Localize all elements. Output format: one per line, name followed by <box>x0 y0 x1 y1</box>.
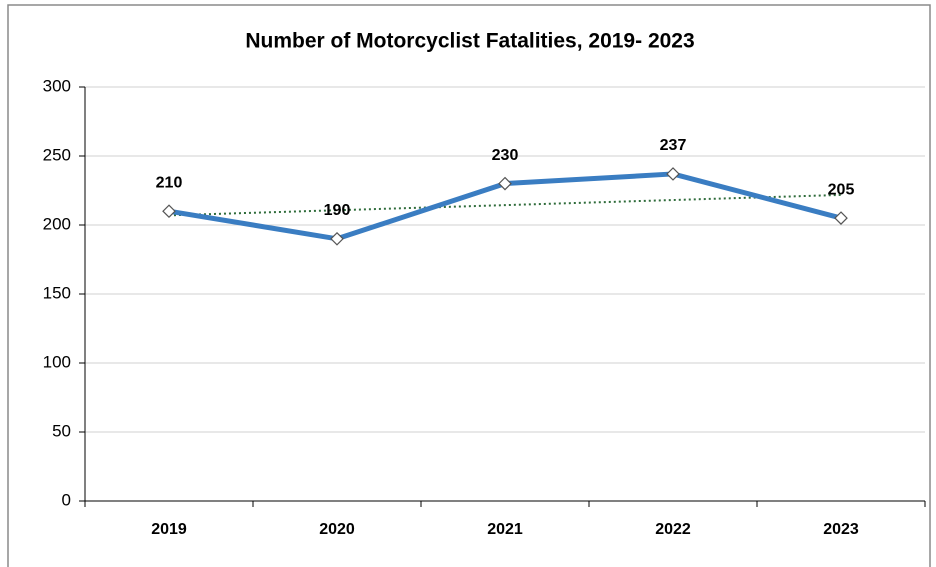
x-tick-label: 2023 <box>823 521 859 538</box>
chart-title: Number of Motorcyclist Fatalities, 2019-… <box>245 30 694 53</box>
data-label: 237 <box>660 137 687 154</box>
x-tick-label: 2020 <box>319 521 355 538</box>
point <box>330 231 344 246</box>
y-tick-label: 150 <box>43 283 71 302</box>
trendline <box>168 193 842 217</box>
data-label: 205 <box>828 181 855 198</box>
data-label: 210 <box>156 174 183 191</box>
y-tick-label: 300 <box>43 76 71 95</box>
y-tick-label: 50 <box>52 421 71 440</box>
point <box>834 211 848 225</box>
point <box>498 176 512 191</box>
data-label: 230 <box>492 147 519 164</box>
y-tick-label: 250 <box>43 145 71 164</box>
x-tick-label: 2019 <box>151 521 187 538</box>
x-tick-label: 2021 <box>487 521 523 538</box>
y-tick-label: 100 <box>43 352 71 371</box>
point <box>162 204 176 219</box>
y-tick-label: 0 <box>62 490 71 509</box>
x-tick-label: 2022 <box>655 521 691 538</box>
y-tick-label: 200 <box>43 214 71 233</box>
chart-frame <box>7 4 931 567</box>
point <box>666 167 680 181</box>
data-label: 190 <box>324 202 351 219</box>
